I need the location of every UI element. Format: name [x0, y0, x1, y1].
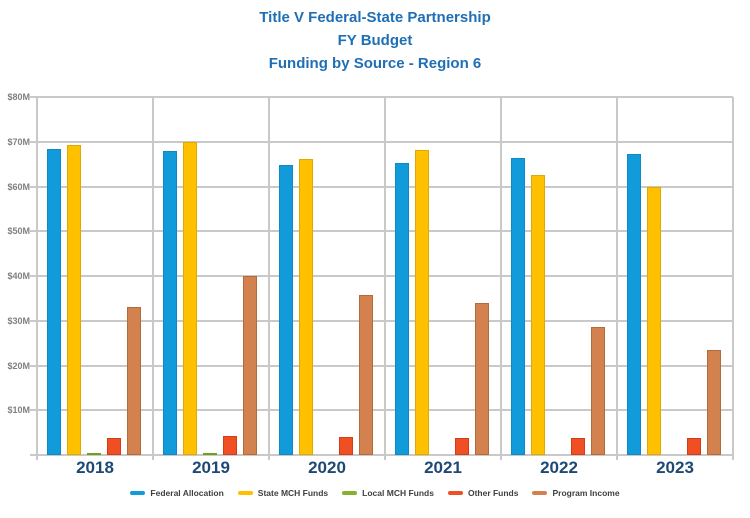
gridline-vertical — [616, 97, 618, 455]
gridline-vertical — [384, 97, 386, 455]
gridline-vertical — [152, 97, 154, 455]
legend-label: State MCH Funds — [257, 488, 329, 498]
y-axis-tick — [30, 185, 37, 188]
bar-program-income — [591, 327, 605, 455]
legend-label: Local MCH Funds — [362, 488, 434, 498]
bar-program-income — [243, 276, 257, 455]
bar-state-mch-funds — [647, 186, 661, 455]
category-label: 2022 — [540, 458, 578, 477]
y-axis-tick — [30, 275, 37, 277]
legend: Federal Allocation State MCH Funds Local M… — [0, 488, 750, 498]
bar-local-mch-funds — [87, 453, 101, 455]
bar-program-income — [127, 307, 141, 455]
bar-federal-allocation — [279, 165, 293, 455]
legend-item: State MCH Funds — [237, 488, 329, 498]
category-label: 2023 — [656, 458, 694, 477]
y-axis-tick — [30, 230, 37, 233]
bar-other-funds — [223, 435, 237, 455]
bar-state-mch-funds — [299, 159, 313, 455]
category-label: 2021 — [424, 458, 462, 477]
y-axis-tick — [30, 319, 37, 322]
bar-other-funds — [107, 437, 121, 455]
y-axis-tick-label: $40M — [7, 271, 30, 281]
x-axis-tick — [384, 455, 386, 460]
legend-swatch-icon — [532, 491, 548, 495]
x-axis-tick — [500, 455, 502, 460]
legend-item: Federal Allocation — [130, 488, 224, 498]
gridline-vertical — [36, 97, 38, 455]
bar-state-mch-funds — [415, 149, 429, 455]
y-axis-tick — [30, 140, 37, 143]
category-label: 2018 — [76, 458, 114, 477]
bar-program-income — [707, 350, 721, 455]
bar-federal-allocation — [627, 153, 641, 455]
legend-label: Program Income — [552, 488, 620, 498]
y-axis-tick-label: $80M — [7, 92, 30, 102]
y-axis-tick-label: $70M — [7, 136, 30, 147]
plot-area — [36, 96, 734, 456]
chart-title-line3: Funding by Source - Region 6 — [268, 55, 482, 72]
gridline-vertical — [500, 97, 502, 455]
x-axis-tick — [36, 455, 38, 460]
y-axis-tick — [30, 454, 37, 456]
bar-state-mch-funds — [183, 141, 197, 455]
bar-federal-allocation — [47, 149, 61, 455]
bar-other-funds — [687, 438, 701, 455]
category-label: 2020 — [308, 458, 346, 477]
bar-other-funds — [339, 437, 353, 455]
legend-item: Program Income — [532, 488, 620, 498]
bar-local-mch-funds — [203, 453, 217, 455]
y-axis-tick-label: $30M — [7, 315, 30, 326]
y-axis-tick — [30, 96, 37, 98]
chart-title-line2: FY Budget — [337, 32, 413, 49]
bar-federal-allocation — [511, 158, 525, 455]
y-axis-tick — [30, 364, 37, 367]
bar-state-mch-funds — [67, 144, 81, 455]
legend-item: Other Funds — [447, 488, 519, 498]
bar-federal-allocation — [395, 162, 409, 455]
bar-other-funds — [571, 437, 585, 455]
legend-item: Local MCH Funds — [342, 488, 434, 498]
legend-swatch-icon — [130, 491, 146, 495]
y-axis-tick — [30, 409, 37, 412]
x-axis-tick — [616, 455, 618, 460]
bar-program-income — [359, 295, 373, 455]
x-axis-tick — [268, 455, 270, 460]
legend-swatch-icon — [237, 491, 253, 495]
y-axis-tick-label: $60M — [7, 181, 30, 192]
bar-other-funds — [455, 437, 469, 455]
gridline-vertical — [732, 97, 734, 455]
x-axis-tick — [152, 455, 154, 460]
legend-swatch-icon — [447, 491, 463, 495]
category-label: 2019 — [192, 458, 230, 477]
y-axis-tick-label: $10M — [7, 405, 30, 416]
bar-federal-allocation — [163, 150, 177, 455]
chart-title: Title V Federal-State Partnership FY Bud… — [0, 6, 750, 75]
chart-title-line1: Title V Federal-State Partnership — [259, 9, 491, 26]
legend-label: Federal Allocation — [150, 488, 224, 498]
legend-label: Other Funds — [467, 488, 519, 498]
bar-program-income — [475, 302, 489, 455]
bar-state-mch-funds — [531, 174, 545, 455]
gridline-vertical — [268, 97, 270, 455]
legend-swatch-icon — [342, 491, 358, 495]
y-axis-tick-label: $50M — [7, 226, 30, 237]
y-axis-tick-label: $20M — [7, 360, 30, 371]
x-axis-tick — [732, 455, 734, 460]
